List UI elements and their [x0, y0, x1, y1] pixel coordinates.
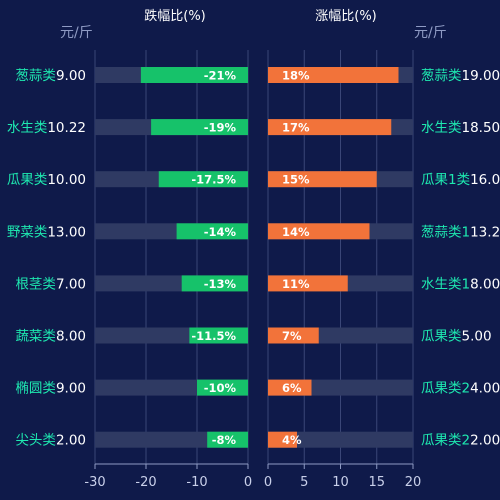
right-category-label: 瓜果类5.00	[421, 329, 492, 345]
left-category-label: 尖头类2.00	[15, 433, 86, 449]
left-chart-title: 跌幅比(%)	[144, 8, 206, 24]
left-bar	[176, 223, 248, 240]
right-category-label: 瓜果类22.00	[421, 433, 500, 449]
right-bar-value-label: 17%	[282, 121, 310, 135]
left-bar-value-label: -14%	[204, 225, 237, 239]
right-category-label: 瓜果类24.00	[421, 381, 500, 397]
right-bar-value-label: 4%	[282, 433, 302, 447]
left-bar	[151, 119, 248, 136]
right-bar-value-label: 11%	[282, 277, 310, 291]
left-x-tick-label: -30	[84, 475, 105, 490]
labels: -30 -20 -10 0 0 5 10 15 20 -21% 葱蒜类9.00 -19% 水生类10.2…	[7, 68, 500, 490]
bars	[95, 67, 413, 448]
right-category-label: 水生类18.50	[421, 120, 500, 136]
right-category-label: 瓜果1类16.0	[421, 172, 500, 188]
left-category-label: 椭圆类9.00	[15, 381, 86, 397]
left-category-label: 水生类10.22	[7, 120, 86, 136]
left-bar	[140, 67, 248, 83]
right-x-tick-label: 10	[332, 475, 349, 490]
right-bar	[268, 223, 370, 240]
right-category-label: 水生类18.00	[421, 276, 500, 292]
right-x-tick-label: 15	[368, 475, 385, 490]
right-bar	[268, 275, 348, 292]
right-bar-value-label: 14%	[282, 225, 310, 239]
right-bar	[268, 67, 399, 83]
grid-lines	[94, 50, 414, 469]
left-x-tick-label: 0	[244, 475, 252, 490]
right-bar	[268, 327, 319, 344]
left-bar-value-label: -8%	[212, 433, 237, 447]
right-chart-title: 涨幅比(%)	[315, 9, 377, 24]
left-bar-value-label: -10%	[204, 381, 237, 395]
right-unit-label: 元/斤	[414, 25, 447, 41]
left-bar	[197, 379, 248, 396]
left-bar	[181, 275, 248, 292]
right-bar-value-label: 6%	[282, 381, 302, 395]
left-bar-value-label: -21%	[204, 69, 237, 83]
left-category-label: 葱蒜类9.00	[15, 68, 86, 84]
right-x-tick-label: 20	[405, 475, 422, 490]
left-category-label: 瓜果类10.00	[7, 172, 86, 188]
right-bar	[268, 171, 377, 188]
right-bar-value-label: 18%	[282, 69, 310, 83]
left-category-label: 野菜类13.00	[7, 224, 86, 240]
left-bar-value-label: -13%	[204, 277, 237, 291]
right-bar-track	[268, 431, 413, 448]
left-x-tick-label: -10	[186, 475, 207, 490]
right-bar	[268, 379, 312, 396]
right-category-label: 葱蒜类19.00	[421, 68, 500, 84]
right-bar	[268, 119, 392, 136]
left-bar-value-label: -19%	[204, 121, 237, 135]
right-x-tick-label: 5	[300, 475, 308, 490]
right-x-tick-label: 0	[264, 475, 272, 490]
left-bar-value-label: -11.5%	[191, 329, 236, 343]
left-category-label: 蔬菜类8.00	[15, 329, 86, 345]
right-category-label: 葱蒜类113.2	[421, 224, 500, 240]
left-x-tick-label: -20	[135, 475, 156, 490]
right-bar	[268, 431, 297, 448]
left-bar	[158, 171, 248, 188]
left-bar	[189, 327, 248, 344]
right-bar-value-label: 15%	[282, 173, 310, 187]
left-category-label: 根茎类7.00	[15, 276, 86, 292]
left-unit-label: 元/斤	[60, 25, 93, 41]
left-bar-value-label: -17.5%	[191, 173, 236, 187]
right-bar-value-label: 7%	[282, 329, 302, 343]
left-bar	[207, 431, 248, 448]
